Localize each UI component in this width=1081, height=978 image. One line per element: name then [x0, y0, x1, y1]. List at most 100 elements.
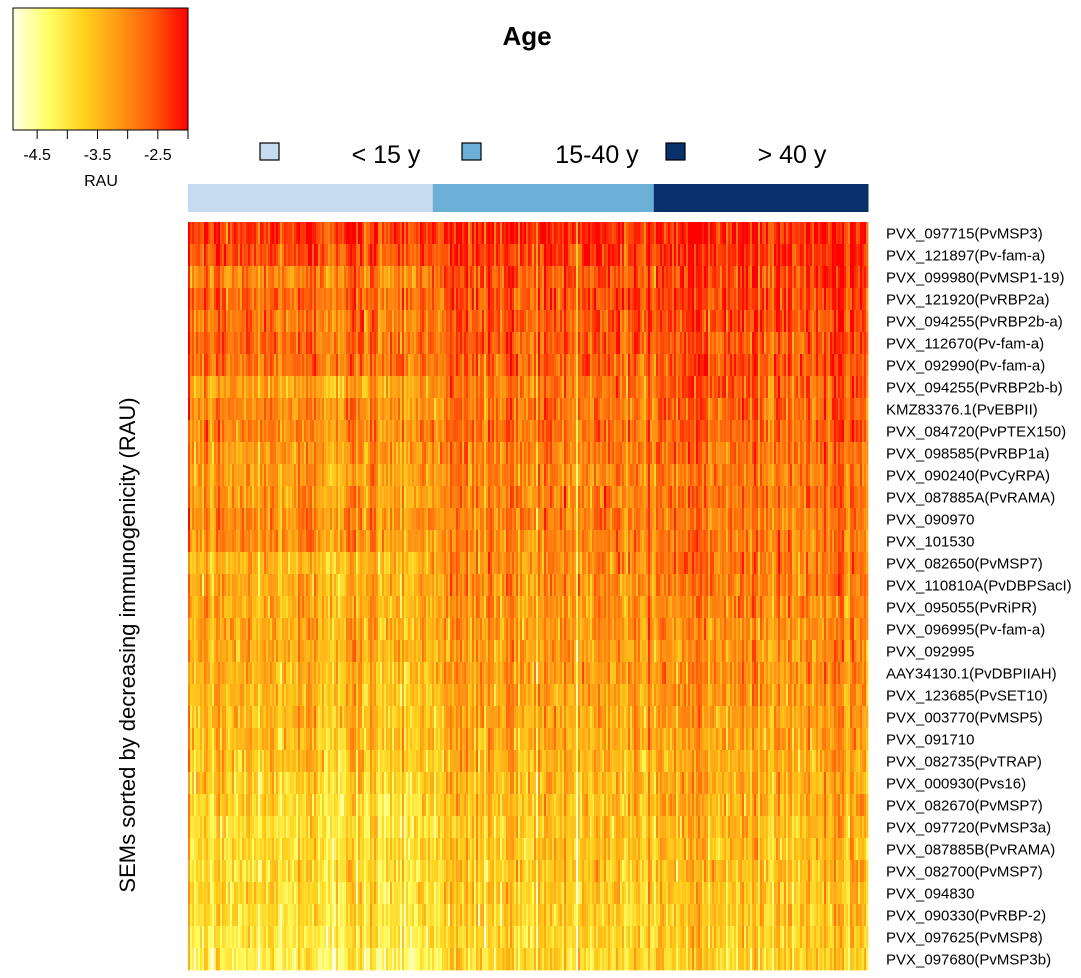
heatmap-cell [716, 442, 718, 464]
heatmap-cell [478, 398, 480, 420]
heatmap-cell [690, 266, 692, 288]
heatmap-cell [320, 354, 322, 376]
heatmap-cell [604, 420, 606, 442]
heatmap-cell [578, 288, 580, 310]
heatmap-cell [858, 398, 860, 420]
heatmap-cell [508, 288, 510, 310]
heatmap-cell [326, 442, 328, 464]
heatmap-cell [662, 354, 664, 376]
heatmap-cell [724, 288, 726, 310]
heatmap-cell [320, 376, 322, 398]
heatmap-cell [678, 266, 680, 288]
heatmap-cell [258, 442, 260, 464]
heatmap-cell [234, 398, 236, 420]
heatmap-cell [718, 332, 720, 354]
heatmap-cell [366, 508, 368, 530]
heatmap-cell [546, 530, 548, 552]
heatmap-cell [362, 310, 364, 332]
heatmap-cell [510, 266, 512, 288]
heatmap-cell [638, 288, 640, 310]
heatmap-cell [336, 376, 338, 398]
heatmap-cell [850, 486, 852, 508]
heatmap-cell [782, 398, 784, 420]
heatmap-cell [312, 244, 314, 266]
heatmap-cell [304, 266, 306, 288]
heatmap-cell [740, 266, 742, 288]
heatmap-cell [862, 354, 864, 376]
heatmap-cell [752, 266, 754, 288]
heatmap-cell [612, 310, 614, 332]
heatmap-cell [412, 486, 414, 508]
heatmap-cell [680, 310, 682, 332]
heatmap-cell [594, 376, 596, 398]
heatmap-cell [782, 222, 784, 244]
heatmap-cell [498, 266, 500, 288]
heatmap-cell [316, 464, 318, 486]
heatmap-cell [206, 310, 208, 332]
heatmap-cell [404, 288, 406, 310]
heatmap-cell [522, 508, 524, 530]
heatmap-cell [472, 266, 474, 288]
heatmap-cell [398, 222, 400, 244]
heatmap-cell [222, 266, 224, 288]
heatmap-cell [624, 288, 626, 310]
heatmap-cell [776, 332, 778, 354]
heatmap-cell [646, 222, 648, 244]
heatmap-cell [590, 530, 592, 552]
heatmap-cell [222, 288, 224, 310]
heatmap-cell [190, 310, 192, 332]
heatmap-cell [472, 464, 474, 486]
heatmap-cell [700, 486, 702, 508]
heatmap-cell [716, 464, 718, 486]
heatmap-cell [610, 376, 612, 398]
heatmap-cell [766, 310, 768, 332]
heatmap-cell [694, 222, 696, 244]
heatmap-cell [366, 398, 368, 420]
heatmap-cell [458, 354, 460, 376]
heatmap-cell [656, 244, 658, 266]
heatmap-cell [528, 530, 530, 552]
heatmap-cell [412, 530, 414, 552]
heatmap-cell [262, 222, 264, 244]
heatmap-cell [636, 244, 638, 266]
heatmap-cell [776, 244, 778, 266]
heatmap-cell [330, 288, 332, 310]
heatmap-cell [464, 420, 466, 442]
heatmap-cell [436, 530, 438, 552]
heatmap-cell [692, 398, 694, 420]
heatmap-cell [722, 398, 724, 420]
heatmap-cell [414, 530, 416, 552]
heatmap-cell [810, 222, 812, 244]
heatmap-cell [270, 508, 272, 530]
heatmap-cell [712, 332, 714, 354]
heatmap-cell [612, 376, 614, 398]
heatmap-cell [268, 376, 270, 398]
heatmap-cell [688, 376, 690, 398]
heatmap-cell [210, 486, 212, 508]
heatmap-cell [604, 244, 606, 266]
heatmap-cell [760, 244, 762, 266]
heatmap-cell [396, 486, 398, 508]
heatmap-cell [248, 486, 250, 508]
heatmap-cell [350, 354, 352, 376]
heatmap-cell [230, 266, 232, 288]
heatmap-cell [810, 442, 812, 464]
heatmap-cell [462, 310, 464, 332]
heatmap-cell [816, 222, 818, 244]
heatmap-cell [684, 398, 686, 420]
heatmap-cell [522, 420, 524, 442]
heatmap-cell [272, 530, 274, 552]
heatmap-cell [796, 376, 798, 398]
heatmap-cell [516, 222, 518, 244]
heatmap-cell [418, 244, 420, 266]
heatmap-cell [622, 222, 624, 244]
heatmap-cell [454, 354, 456, 376]
heatmap-cell [708, 486, 710, 508]
heatmap-cell [730, 332, 732, 354]
heatmap-cell [196, 376, 198, 398]
heatmap-cell [652, 310, 654, 332]
heatmap-cell [392, 332, 394, 354]
heatmap-cell [680, 508, 682, 530]
heatmap-cell [374, 420, 376, 442]
heatmap-cell [390, 530, 392, 552]
